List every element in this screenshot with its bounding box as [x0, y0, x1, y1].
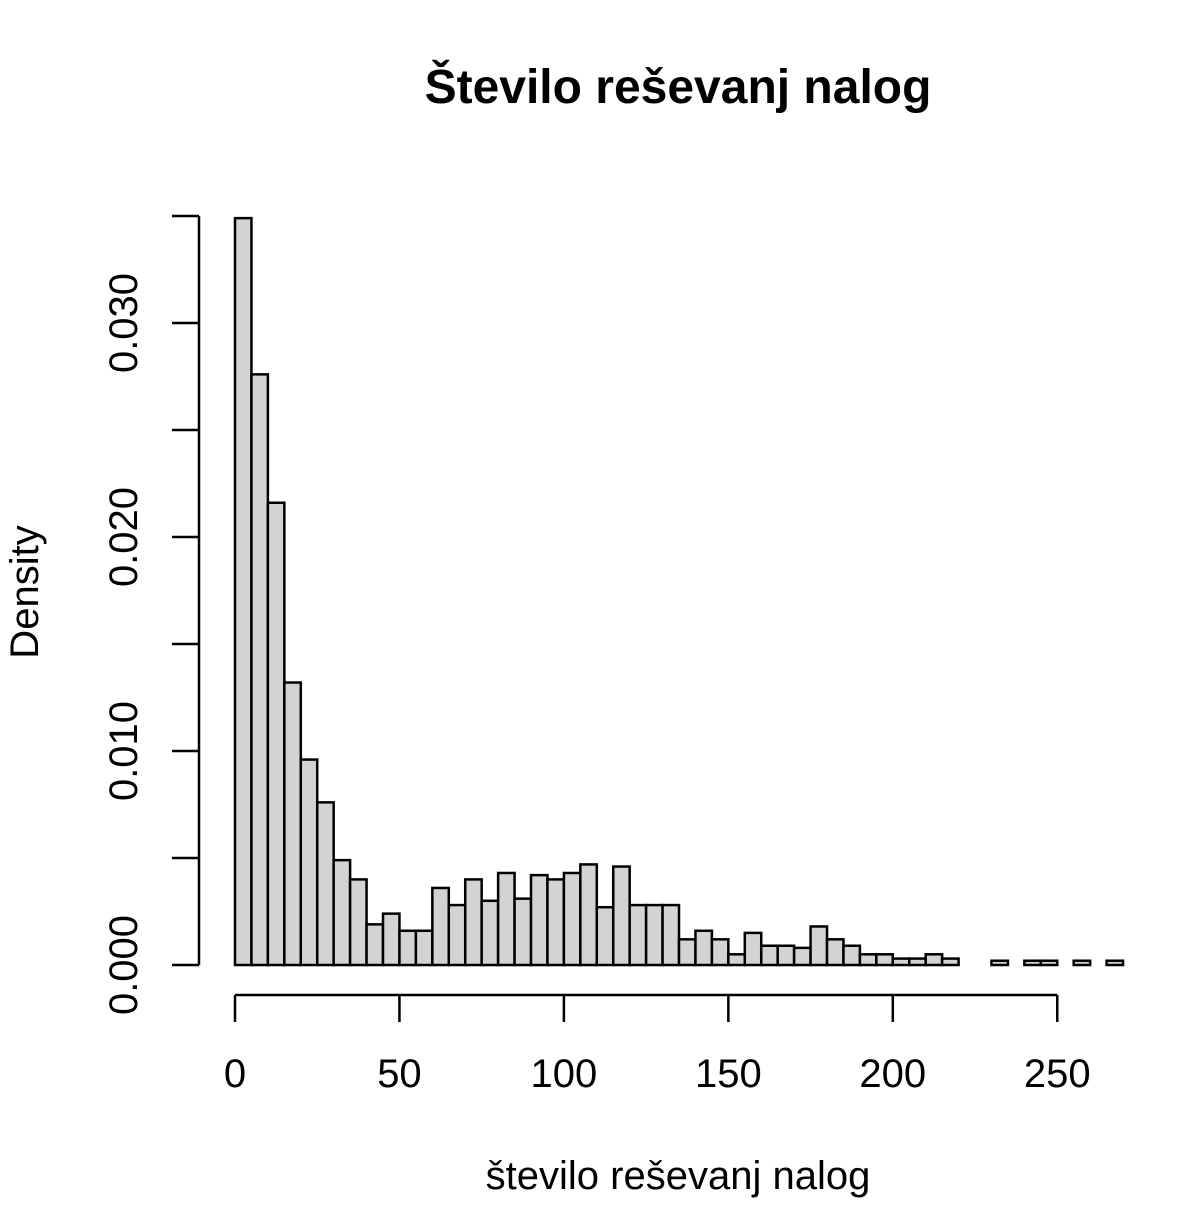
histogram-bar: [677, 938, 697, 967]
histogram-bar: [743, 931, 763, 967]
histogram-bar: [1072, 959, 1092, 967]
histogram-bar: [299, 758, 319, 967]
histogram-bar: [315, 801, 335, 967]
histogram-bar: [644, 903, 664, 967]
histogram-bar: [398, 929, 418, 967]
histogram-bar: [496, 871, 516, 967]
bars-group: [233, 216, 1125, 967]
histogram-bar: [579, 863, 599, 967]
y-axis: 0.000 0.010 0.020 0.030: [102, 214, 201, 1015]
histogram-bar: [727, 953, 747, 967]
histogram-bar: [250, 373, 270, 967]
histogram-bar: [628, 903, 648, 967]
histogram-bar: [907, 957, 927, 967]
histogram-bar: [233, 216, 253, 967]
histogram-bar: [546, 878, 566, 967]
histogram-bar: [858, 953, 878, 967]
histogram-bar: [414, 929, 434, 967]
histogram-bar: [809, 925, 829, 967]
chart-title: Število reševanj nalog: [425, 59, 932, 114]
histogram-bar: [348, 878, 368, 967]
y-tick-label: 0.010: [102, 701, 146, 801]
histogram-bar: [759, 944, 779, 967]
histogram-bar: [513, 897, 533, 967]
histogram-bar: [365, 923, 385, 967]
histogram-bar: [776, 944, 796, 967]
histogram-bar: [463, 878, 483, 967]
histogram-bar: [480, 899, 500, 967]
x-tick-label: 0: [224, 1052, 246, 1096]
y-tick-label: 0.000: [102, 915, 146, 1015]
x-tick-label: 200: [859, 1052, 926, 1096]
histogram-bar: [710, 938, 730, 967]
histogram-bar: [924, 953, 944, 967]
histogram-bar: [661, 903, 681, 967]
histogram-bar: [283, 681, 303, 967]
x-axis: 0 50 100 150 200 250: [224, 993, 1091, 1096]
y-axis-label: Density: [3, 525, 47, 658]
x-tick-label: 50: [377, 1052, 422, 1096]
histogram-bar: [891, 957, 911, 967]
histogram-bar: [990, 959, 1010, 967]
histogram-bar: [694, 929, 714, 967]
histogram-bar: [825, 938, 845, 967]
histogram-bar: [431, 886, 451, 967]
histogram-bar: [595, 905, 615, 967]
histogram-bar: [447, 903, 467, 967]
y-tick-label: 0.020: [102, 487, 146, 587]
x-tick-label: 150: [695, 1052, 762, 1096]
x-axis-label: število reševanj nalog: [486, 1154, 871, 1198]
histogram-bar: [875, 953, 895, 967]
histogram-bar: [792, 946, 812, 967]
histogram-bar: [1023, 959, 1043, 967]
histogram-bar: [381, 912, 401, 967]
x-tick-label: 250: [1024, 1052, 1091, 1096]
histogram-bar: [562, 871, 582, 967]
histogram-bar: [529, 873, 549, 967]
histogram-bar: [1105, 959, 1125, 967]
y-tick-label: 0.030: [102, 273, 146, 373]
histogram-bar: [1039, 959, 1059, 967]
histogram-bar: [940, 957, 960, 967]
histogram-bar: [611, 865, 631, 967]
histogram-bar: [332, 858, 352, 967]
x-tick-label: 100: [531, 1052, 598, 1096]
histogram-bar: [842, 944, 862, 967]
histogram-bar: [266, 501, 286, 967]
